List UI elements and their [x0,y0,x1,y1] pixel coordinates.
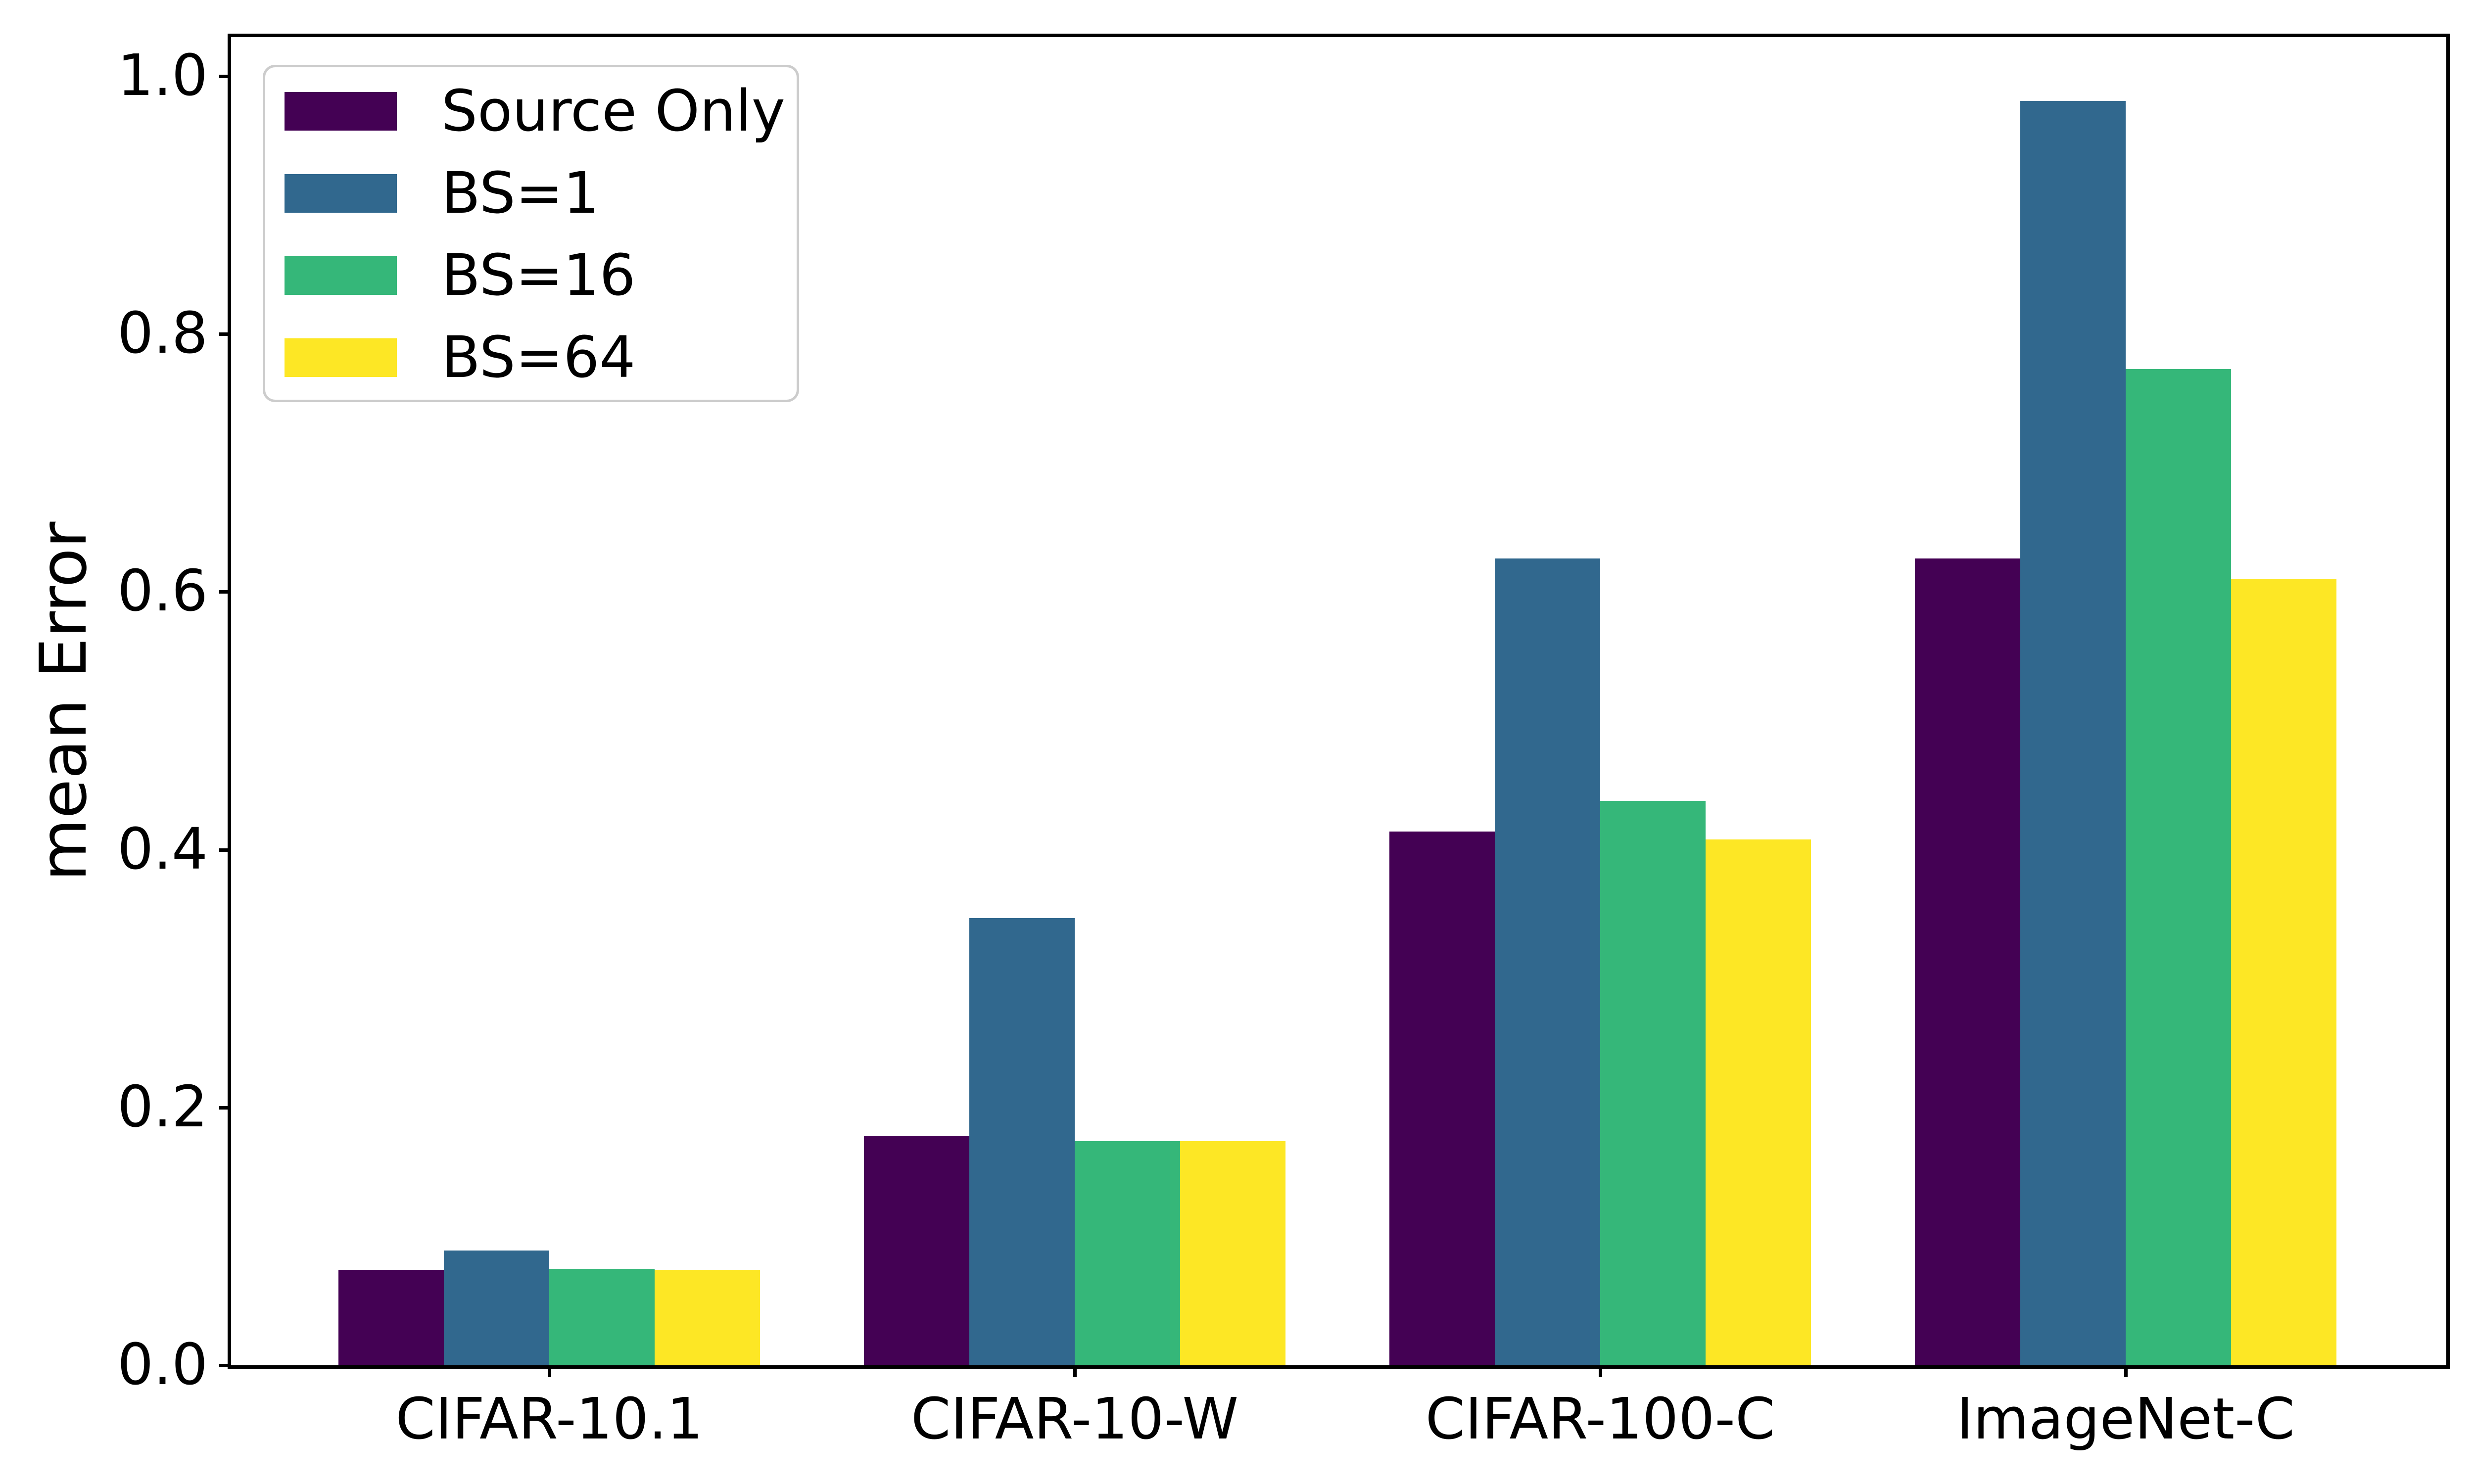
x-tick-label: CIFAR-10.1 [395,1386,703,1452]
y-axis-tick [219,332,231,336]
x-axis-tick [1599,1365,1602,1377]
bar-bs-16 [2126,369,2231,1365]
bar-bs-1 [1495,558,1600,1365]
legend-label: BS=64 [441,324,636,391]
legend-swatch [285,174,397,213]
bar-bs-1 [969,918,1075,1365]
y-tick-label: 0.0 [117,1332,208,1398]
y-tick-label: 1.0 [117,43,208,109]
legend-label: BS=16 [441,242,636,309]
legend-swatch [285,92,397,131]
y-tick-label: 0.8 [117,300,208,367]
legend-label: BS=1 [441,160,600,227]
x-axis-tick [2124,1365,2128,1377]
x-axis-tick [1073,1365,1077,1377]
bar-bs-16 [549,1269,655,1365]
legend-swatch [285,256,397,295]
y-tick-label: 0.4 [117,816,208,882]
y-axis-tick [219,848,231,852]
x-axis-tick [548,1365,551,1377]
bar-source-only [1389,832,1495,1365]
y-axis-tick [219,1364,231,1367]
x-tick-label: CIFAR-10-W [910,1386,1239,1452]
legend-label: Source Only [441,78,785,144]
bar-bs-16 [1600,801,1706,1365]
legend-row: BS=16 [285,247,777,304]
bar-bs-1 [444,1251,549,1365]
bar-bs-64 [2231,579,2336,1365]
bar-source-only [864,1136,969,1365]
y-axis-tick [219,75,231,78]
legend: Source Only BS=1 BS=16 BS=64 [263,65,799,402]
y-tick-label: 0.6 [117,558,208,624]
y-tick-label: 0.2 [117,1074,208,1140]
plot-area [228,34,2450,1369]
bar-bs-64 [655,1270,760,1365]
bar-bs-1 [2020,101,2126,1365]
bar-bs-16 [1075,1141,1180,1365]
bar-bs-64 [1180,1141,1285,1365]
bar-source-only [338,1270,444,1365]
bar-source-only [1915,558,2020,1365]
bar-bs-64 [1706,839,1811,1365]
legend-row: Source Only [285,83,785,139]
y-axis-tick [219,1106,231,1110]
y-axis-tick [219,590,231,594]
legend-row: BS=64 [285,329,777,386]
legend-row: BS=1 [285,165,777,222]
legend-swatch [285,338,397,377]
x-tick-label: CIFAR-100-C [1425,1386,1775,1452]
x-tick-label: ImageNet-C [1956,1386,2295,1452]
